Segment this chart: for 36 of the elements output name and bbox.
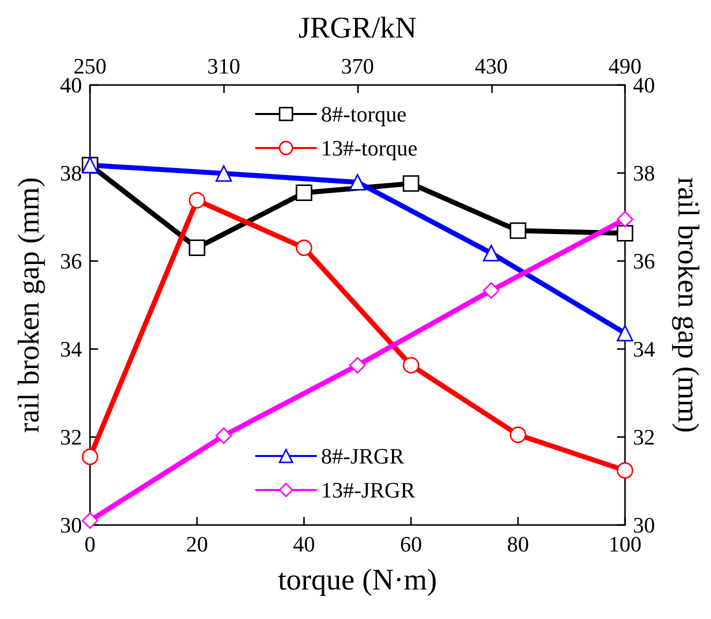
point <box>296 184 312 202</box>
y2-tick-label: 34 <box>633 336 655 362</box>
point <box>402 357 420 374</box>
point <box>510 222 526 239</box>
x-tick-label: 0 <box>84 532 96 556</box>
x2-tick-label: 430 <box>474 54 508 78</box>
x-tick-label: 60 <box>400 532 422 556</box>
y-tick-label: 38 <box>60 160 82 186</box>
point <box>616 225 634 242</box>
y-tick-label: 36 <box>60 248 82 274</box>
point <box>188 192 206 209</box>
y-tick-label: 34 <box>60 336 82 362</box>
legend-label: 13#-torque <box>321 136 418 160</box>
legend-label: 8#-torque <box>321 102 407 126</box>
x-tick-label: 40 <box>293 532 315 556</box>
point <box>402 175 420 192</box>
legend-label: 8#-JRGR <box>321 444 404 468</box>
y2-tick-label: 38 <box>633 160 655 186</box>
y-tick-label: 30 <box>60 512 82 538</box>
point <box>188 240 206 256</box>
x-axis-title: torque (N·m) <box>278 564 438 596</box>
point <box>616 462 634 479</box>
point <box>82 448 98 466</box>
y-tick-label: 32 <box>60 424 82 450</box>
y-axis-title: rail broken gap (mm) <box>12 177 46 433</box>
x2-axis-title: JRGR/kN <box>298 12 417 44</box>
point <box>510 426 526 444</box>
y2-tick-label: 36 <box>633 248 655 274</box>
x2-tick-label: 370 <box>341 54 374 78</box>
y2-axis-title: rail broken gap (mm) <box>672 177 704 433</box>
x-tick-label: 80 <box>507 532 529 556</box>
point <box>296 240 312 256</box>
legend-label: 13#-JRGR <box>321 478 416 502</box>
x-tick-label: 20 <box>186 532 208 556</box>
x2-tick-label: 310 <box>207 54 240 78</box>
y2-tick-label: 32 <box>633 424 655 450</box>
